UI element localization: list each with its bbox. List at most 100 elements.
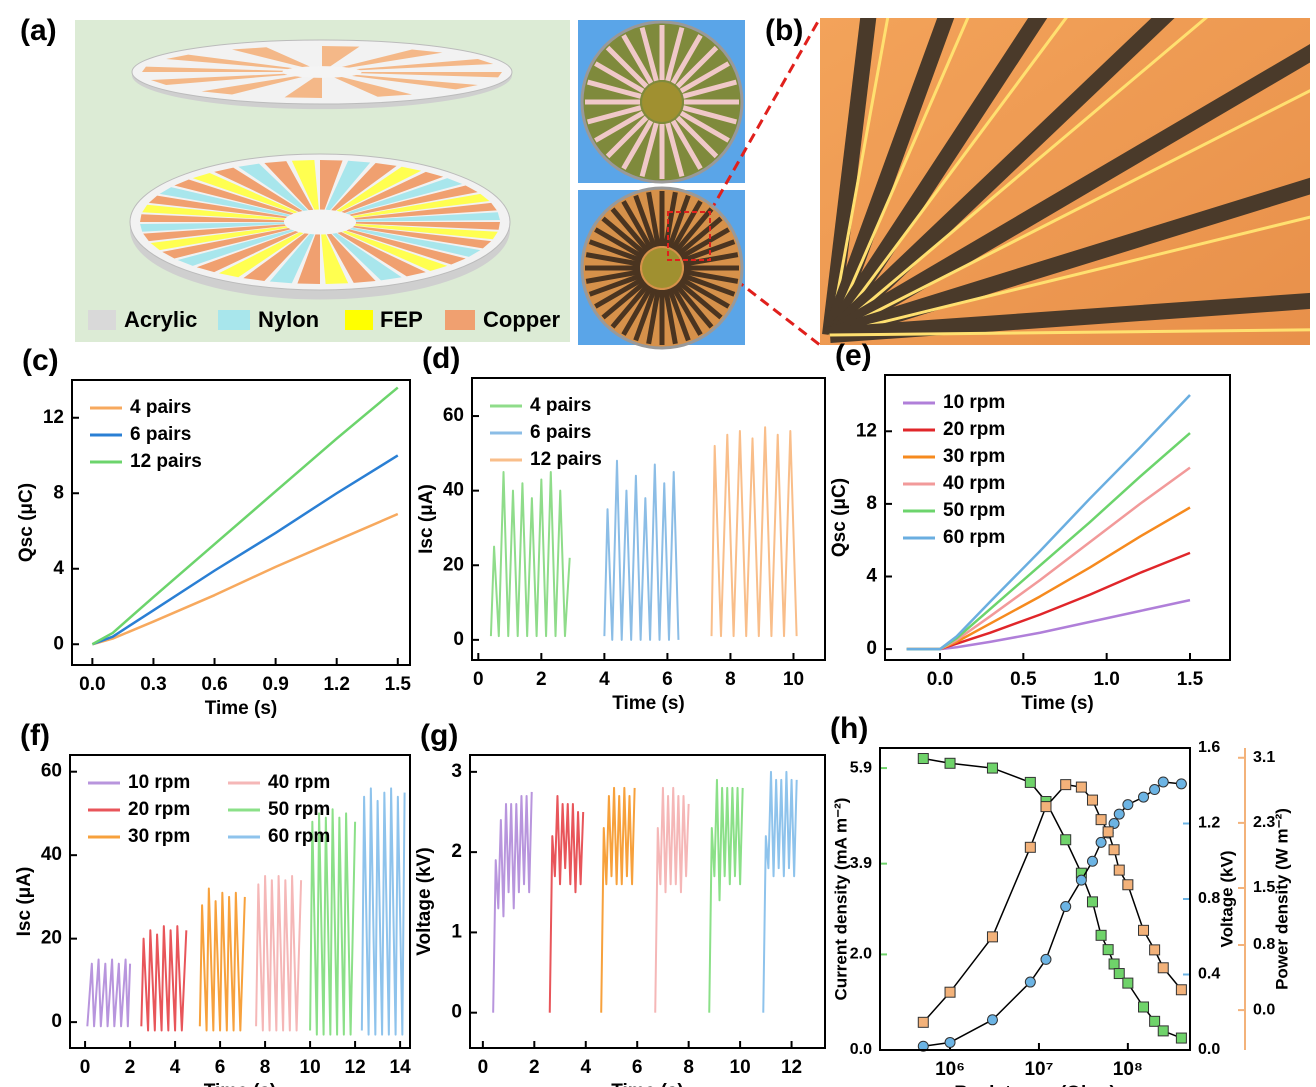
figure: Acrylic Nylon FEP Copper (a) (b) (c)0.00…	[0, 0, 1316, 1087]
marker	[1139, 1002, 1149, 1012]
marker	[1041, 954, 1051, 964]
marker	[1076, 782, 1086, 792]
legend-label: 6 pairs	[530, 422, 591, 443]
panel-label: (f)	[20, 719, 50, 752]
legend-label: 60 rpm	[268, 826, 330, 847]
series-line	[256, 876, 301, 1030]
marker	[1087, 897, 1097, 907]
series-line	[655, 788, 688, 1013]
marker	[1176, 779, 1186, 789]
x-tick-label: 8	[260, 1057, 271, 1078]
marker	[1114, 969, 1124, 979]
x-tick-label: 2	[536, 669, 547, 690]
y-tick-label: 0.0	[850, 1041, 872, 1058]
hub	[282, 66, 361, 77]
x-tick-label: 1.5	[1177, 669, 1204, 690]
y-tick-label: 0.4	[1198, 966, 1220, 983]
marker	[1176, 985, 1186, 995]
marker	[945, 1037, 955, 1047]
marker	[1025, 842, 1035, 852]
y-tick-label: 5.9	[850, 759, 872, 776]
y-tick-label: 40	[41, 844, 62, 865]
series-line	[923, 785, 1181, 1023]
photo-hub	[642, 248, 682, 288]
x-tick-label: 6	[215, 1057, 226, 1078]
y-axis-title: Current density (mA m⁻²)	[831, 798, 850, 1001]
swatch	[88, 310, 116, 330]
legend-label: 10 rpm	[128, 772, 190, 793]
marker	[1087, 856, 1097, 866]
legend-label: 4 pairs	[530, 395, 591, 416]
legend-label: 50 rpm	[268, 799, 330, 820]
panel-label: (g)	[420, 719, 458, 752]
x-tick-label: 0	[80, 1057, 91, 1078]
y-tick-label: 4	[866, 566, 877, 587]
series-line	[907, 553, 1190, 649]
y-tick-label: 0	[866, 638, 877, 659]
legend-text: Copper	[483, 307, 560, 332]
marker	[1096, 815, 1106, 825]
legend-text: Acrylic	[124, 307, 197, 332]
legend-label: 12 pairs	[130, 451, 202, 472]
marker	[1123, 800, 1133, 810]
marker	[945, 987, 955, 997]
y-tick-label: 3.1	[1253, 749, 1275, 766]
series-line	[763, 772, 796, 1013]
panel-label: (d)	[422, 342, 460, 375]
y-tick-label: 0	[53, 633, 64, 654]
marker	[1158, 777, 1168, 787]
marker	[1076, 875, 1086, 885]
series-line	[92, 514, 397, 644]
marker	[1139, 792, 1149, 802]
swatch	[445, 310, 475, 330]
y-tick-label: 3.9	[850, 855, 872, 872]
marker	[987, 1015, 997, 1025]
marker	[1061, 780, 1071, 790]
series-line	[200, 889, 245, 1031]
x-axis-title: Time (s)	[611, 1081, 684, 1087]
x-tick-label: 10	[300, 1057, 321, 1078]
marker	[1123, 880, 1133, 890]
y-tick-label: 3	[451, 761, 462, 782]
y-tick-label: 0.0	[1198, 1041, 1220, 1058]
marker	[1109, 959, 1119, 969]
legend-text: Nylon	[258, 307, 319, 332]
marker	[1158, 963, 1168, 973]
legend-label: 30 rpm	[128, 826, 190, 847]
zoom-clip	[820, 0, 1316, 18]
series-line	[712, 427, 797, 636]
legend-label: 20 rpm	[128, 799, 190, 820]
marker	[1158, 1026, 1168, 1036]
marker	[1139, 925, 1149, 935]
x-tick-label: 0.0	[79, 674, 105, 695]
x-tick-label: 1.2	[323, 674, 349, 695]
series-line	[550, 796, 583, 1013]
x-tick-label: 0.5	[1010, 669, 1037, 690]
x-tick-label: 12	[781, 1057, 802, 1078]
series-line	[141, 926, 186, 1030]
legend-label: 6 pairs	[130, 424, 191, 445]
x-tick-label: 6	[632, 1057, 643, 1078]
x-tick-label: 10⁷	[1024, 1059, 1053, 1080]
y-tick-label: 1	[451, 921, 462, 942]
y-tick-label: 20	[443, 554, 464, 575]
x-tick-label: 2	[125, 1057, 136, 1078]
x-tick-label: 4	[170, 1057, 181, 1078]
marker	[1103, 827, 1113, 837]
marker	[945, 758, 955, 768]
y-axis-title: Power density (W m⁻²)	[1272, 808, 1291, 990]
series-line	[493, 792, 532, 1013]
x-tick-label: 14	[390, 1057, 412, 1078]
y-tick-label: 0	[451, 1002, 462, 1023]
x-tick-label: 10	[783, 669, 804, 690]
marker	[987, 932, 997, 942]
x-tick-label: 4	[599, 669, 610, 690]
x-tick-label: 10⁸	[1113, 1059, 1143, 1080]
x-tick-label: 0	[473, 669, 484, 690]
x-axis-title: Time (s)	[612, 693, 685, 714]
legend-label: 12 pairs	[530, 449, 602, 470]
y-tick-label: 12	[43, 407, 64, 428]
y-tick-label: 20	[41, 928, 62, 949]
x-tick-label: 1.5	[385, 674, 412, 695]
panel-label: (e)	[835, 339, 872, 372]
